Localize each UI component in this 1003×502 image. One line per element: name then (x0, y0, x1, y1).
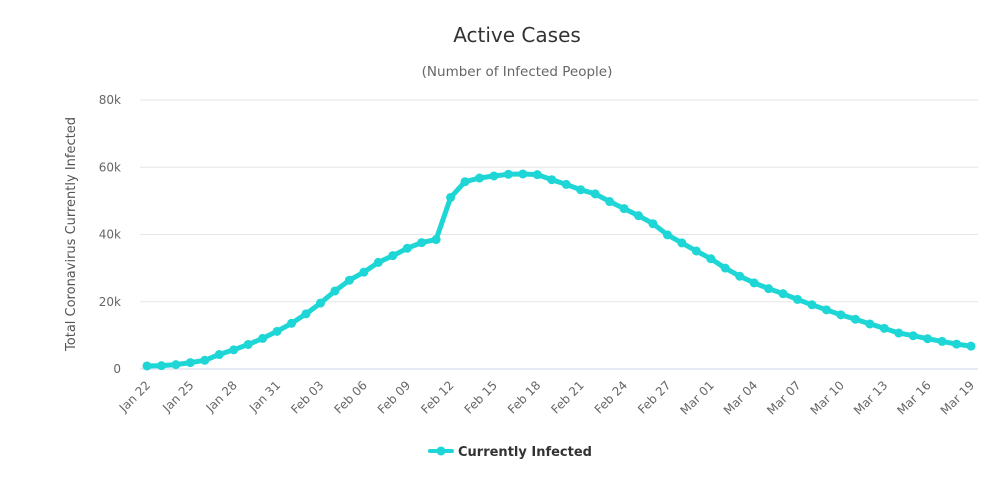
data-point[interactable] (735, 271, 745, 281)
x-axis-ticks: Jan 22 Jan 25 Jan 28 Jan 31 Feb 03 Feb 06 Feb … (116, 378, 977, 417)
x-tick-label: Feb 18 (505, 378, 543, 416)
data-point[interactable] (691, 246, 701, 256)
data-point[interactable] (764, 284, 774, 294)
legend-marker-icon (436, 446, 446, 456)
data-point[interactable] (821, 305, 831, 315)
x-tick-label: Feb 21 (548, 378, 586, 416)
data-point[interactable] (200, 355, 210, 365)
data-point[interactable] (460, 177, 470, 187)
y-tick-label: 60k (99, 160, 121, 174)
data-point[interactable] (966, 341, 976, 351)
y-tick-label: 20k (99, 295, 121, 309)
data-point[interactable] (619, 204, 629, 214)
data-point[interactable] (474, 173, 484, 183)
data-point[interactable] (879, 323, 889, 333)
x-tick-label: Mar 04 (721, 378, 760, 417)
data-point[interactable] (865, 319, 875, 329)
y-axis-label: Total Coronavirus Currently Infected (64, 117, 79, 352)
data-point[interactable] (503, 169, 513, 179)
x-tick-label: Jan 25 (159, 378, 196, 415)
x-tick-label: Mar 19 (938, 378, 977, 417)
x-tick-label: Feb 09 (375, 378, 413, 416)
data-point[interactable] (778, 289, 788, 299)
x-tick-label: Jan 22 (116, 378, 153, 415)
x-tick-label: Mar 01 (678, 378, 717, 417)
x-tick-label: Mar 16 (894, 378, 933, 417)
legend-item-currently-infected[interactable]: Currently Infected (458, 445, 592, 460)
data-point[interactable] (605, 197, 615, 207)
legend[interactable]: Currently Infected (428, 445, 592, 460)
data-point[interactable] (850, 314, 860, 324)
data-point[interactable] (908, 331, 918, 341)
x-tick-label: Feb 15 (462, 378, 500, 416)
data-point[interactable] (229, 345, 239, 355)
data-point[interactable] (344, 275, 354, 285)
data-point[interactable] (171, 360, 181, 370)
data-point[interactable] (807, 300, 817, 310)
data-point[interactable] (185, 358, 195, 368)
x-tick-label: Jan 31 (246, 378, 283, 415)
data-point[interactable] (532, 170, 542, 180)
data-point[interactable] (446, 193, 456, 203)
data-point[interactable] (706, 254, 716, 264)
chart-subtitle: (Number of Infected People) (422, 64, 613, 80)
data-point[interactable] (894, 328, 904, 338)
data-point[interactable] (402, 243, 412, 253)
data-point[interactable] (156, 361, 166, 371)
x-tick-label: Feb 06 (332, 378, 370, 416)
data-point[interactable] (214, 350, 224, 360)
data-point[interactable] (634, 211, 644, 221)
data-point[interactable] (417, 238, 427, 248)
series-currently-infected[interactable] (142, 169, 976, 371)
x-tick-label: Mar 10 (808, 378, 847, 417)
grid-lines (140, 99, 978, 370)
data-point[interactable] (272, 326, 282, 336)
data-point[interactable] (489, 171, 499, 181)
y-tick-label: 0 (113, 362, 121, 376)
data-point[interactable] (720, 263, 730, 273)
x-tick-label: Feb 03 (288, 378, 326, 416)
data-point[interactable] (662, 230, 672, 240)
y-tick-label: 40k (99, 228, 121, 242)
data-point[interactable] (952, 339, 962, 349)
data-point[interactable] (258, 333, 268, 343)
data-point[interactable] (388, 251, 398, 261)
data-point[interactable] (793, 294, 803, 304)
series-line (144, 171, 974, 369)
x-tick-label: Mar 07 (764, 378, 803, 417)
data-point[interactable] (359, 267, 369, 277)
data-point[interactable] (677, 238, 687, 248)
data-point[interactable] (923, 334, 933, 344)
x-tick-label: Feb 12 (418, 378, 456, 416)
data-point[interactable] (561, 179, 571, 189)
x-tick-label: Mar 13 (851, 378, 890, 417)
data-point[interactable] (648, 219, 658, 229)
x-tick-label: Feb 27 (635, 378, 673, 416)
data-point[interactable] (590, 189, 600, 199)
data-point[interactable] (142, 361, 152, 371)
data-point[interactable] (315, 298, 325, 308)
data-point[interactable] (243, 339, 253, 349)
data-point[interactable] (749, 278, 759, 288)
x-tick-label: Feb 24 (592, 378, 630, 416)
data-point[interactable] (301, 309, 311, 319)
data-point[interactable] (431, 235, 441, 245)
data-point[interactable] (937, 336, 947, 346)
chart-title: Active Cases (453, 23, 581, 47)
y-tick-label: 80k (99, 93, 121, 107)
data-point[interactable] (287, 318, 297, 328)
y-axis-ticks: 0 20k 40k 60k 80k (99, 93, 121, 376)
data-point[interactable] (576, 185, 586, 195)
data-point[interactable] (547, 175, 557, 185)
data-point[interactable] (836, 310, 846, 320)
data-point[interactable] (373, 257, 383, 267)
data-point[interactable] (330, 286, 340, 296)
x-tick-label: Jan 28 (203, 378, 240, 415)
data-point[interactable] (518, 169, 528, 179)
